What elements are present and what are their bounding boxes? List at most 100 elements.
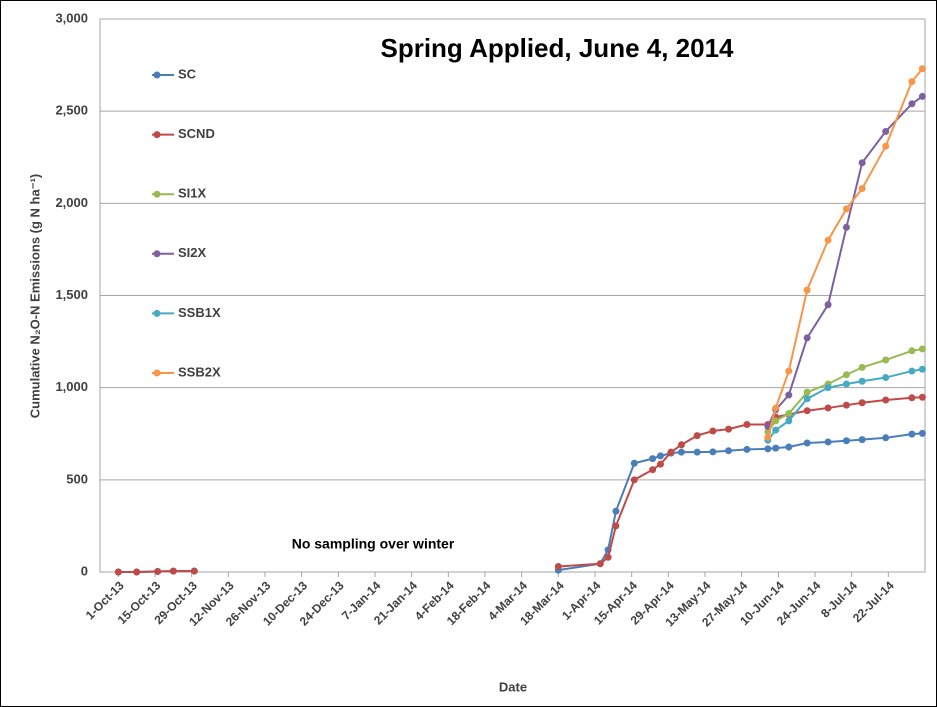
data-point xyxy=(858,185,866,193)
data-point xyxy=(612,522,620,530)
data-point xyxy=(908,100,916,108)
y-tick-label: 3,000 xyxy=(55,10,88,25)
data-point xyxy=(858,436,866,444)
data-point xyxy=(842,401,850,409)
data-point xyxy=(133,568,141,576)
series-line xyxy=(766,68,924,438)
series-line xyxy=(767,368,923,441)
legend-marker xyxy=(153,369,161,377)
y-tick-label: 0 xyxy=(81,563,88,578)
legend-label: SCND xyxy=(178,126,215,141)
data-point xyxy=(554,562,562,570)
data-point xyxy=(918,393,926,401)
data-point xyxy=(858,363,866,371)
data-point xyxy=(842,205,850,213)
data-point xyxy=(858,377,866,385)
data-point xyxy=(743,421,751,429)
data-point xyxy=(882,374,890,382)
data-point xyxy=(677,441,685,449)
y-tick-label: 1,500 xyxy=(55,287,88,302)
legend-marker xyxy=(153,250,161,258)
data-point xyxy=(604,553,612,561)
chart-title: Spring Applied, June 4, 2014 xyxy=(380,33,734,63)
data-point xyxy=(803,286,811,294)
data-point xyxy=(154,567,162,575)
data-point xyxy=(772,444,780,452)
data-point xyxy=(842,437,850,445)
legend-label: SI2X xyxy=(178,245,207,260)
series-line xyxy=(767,347,923,433)
data-point xyxy=(649,466,657,474)
data-point xyxy=(824,384,832,392)
data-point xyxy=(785,391,793,399)
data-point xyxy=(803,407,811,415)
data-point xyxy=(908,347,916,355)
data-point xyxy=(709,448,717,456)
data-point xyxy=(803,334,811,342)
data-point xyxy=(725,447,733,455)
plot-frame xyxy=(99,18,926,573)
data-point xyxy=(842,380,850,388)
legend-marker xyxy=(153,71,161,79)
data-point xyxy=(918,345,926,353)
data-point xyxy=(656,460,664,468)
y-tick-label: 2,000 xyxy=(55,195,88,210)
data-point xyxy=(918,65,926,73)
data-point xyxy=(630,476,638,484)
legend-marker xyxy=(153,190,161,198)
data-point xyxy=(908,78,916,86)
data-point xyxy=(803,439,811,447)
legend-marker xyxy=(153,131,161,139)
y-axis-label: Cumulative N₂O-N Emissions (g N ha⁻¹) xyxy=(27,174,42,419)
data-point xyxy=(918,92,926,100)
y-tick-label: 500 xyxy=(66,471,88,486)
data-point xyxy=(743,445,751,453)
data-point xyxy=(824,236,832,244)
data-point xyxy=(785,417,793,425)
data-point xyxy=(764,433,772,441)
data-point xyxy=(824,404,832,412)
data-point xyxy=(772,426,780,434)
data-point xyxy=(882,396,890,404)
legend-label: SC xyxy=(178,66,197,81)
data-point xyxy=(858,399,866,407)
data-point xyxy=(842,223,850,231)
data-point xyxy=(693,448,701,456)
annotation: No sampling over winter xyxy=(292,536,455,552)
data-point xyxy=(725,425,733,433)
data-point xyxy=(190,567,198,575)
series-line xyxy=(766,95,923,427)
data-point xyxy=(824,301,832,309)
data-point xyxy=(772,417,780,425)
data-point xyxy=(785,367,793,375)
data-point xyxy=(882,142,890,150)
data-point xyxy=(908,367,916,375)
data-point xyxy=(882,434,890,442)
data-point xyxy=(677,448,685,456)
data-point xyxy=(667,448,675,456)
data-point xyxy=(630,459,638,467)
data-point xyxy=(596,560,604,568)
data-point xyxy=(785,443,793,451)
data-point xyxy=(858,159,866,167)
data-point xyxy=(908,394,916,402)
y-tick-label: 1,000 xyxy=(55,379,88,394)
data-point xyxy=(803,395,811,403)
data-point xyxy=(114,568,122,576)
data-point xyxy=(918,429,926,437)
data-point xyxy=(649,455,657,463)
data-point xyxy=(824,438,832,446)
data-point xyxy=(918,365,926,373)
data-point xyxy=(785,409,793,417)
legend-label: SSB2X xyxy=(178,364,221,379)
x-axis-label: Date xyxy=(499,679,527,694)
legend-label: SI1X xyxy=(178,186,207,201)
data-point xyxy=(842,371,850,379)
y-tick-label: 2,500 xyxy=(55,103,88,118)
data-point xyxy=(882,356,890,364)
data-point xyxy=(803,388,811,396)
data-point xyxy=(169,567,177,575)
data-point xyxy=(612,507,620,515)
